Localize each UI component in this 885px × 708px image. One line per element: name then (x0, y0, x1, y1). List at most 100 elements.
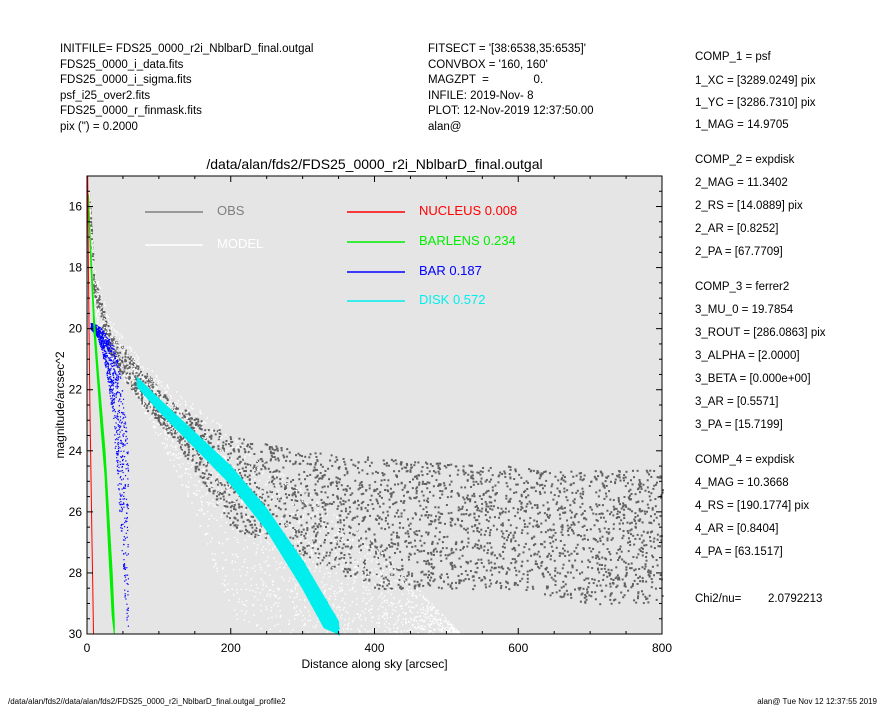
data-point (346, 571, 349, 574)
data-point (459, 549, 462, 552)
data-point (240, 588, 242, 591)
data-point (335, 525, 337, 527)
data-point (262, 495, 265, 497)
data-point (389, 545, 392, 548)
data-point (275, 485, 277, 487)
data-point (236, 538, 238, 541)
data-point (389, 559, 392, 562)
data-point (114, 336, 116, 339)
data-point (405, 545, 408, 548)
header-left-line: FDS25_0000_i_data.fits (60, 58, 184, 71)
data-point (573, 550, 576, 553)
data-point (323, 552, 325, 554)
data-point (630, 510, 633, 513)
data-point (153, 424, 156, 427)
data-point (117, 354, 120, 357)
data-point (225, 500, 228, 503)
data-point (368, 464, 371, 467)
data-point (586, 529, 589, 532)
data-point (556, 501, 559, 504)
data-point (176, 441, 179, 444)
data-point (147, 379, 150, 382)
data-point (631, 583, 634, 586)
data-point (273, 449, 276, 452)
data-point (291, 525, 293, 527)
data-point (646, 479, 649, 482)
data-point (115, 354, 117, 357)
data-point (233, 491, 236, 494)
data-point (98, 298, 101, 301)
data-point (441, 513, 444, 516)
data-point (571, 491, 574, 494)
data-point (268, 589, 271, 591)
data-point (386, 601, 388, 604)
data-point (268, 448, 271, 451)
data-point (427, 607, 429, 610)
data-point (191, 502, 193, 504)
data-point (288, 514, 291, 517)
data-point (284, 485, 287, 488)
data-point (414, 533, 417, 536)
data-point (282, 454, 285, 457)
data-point (135, 378, 138, 381)
data-point (605, 570, 608, 573)
data-point (314, 515, 317, 518)
data-point (637, 591, 640, 594)
data-point (493, 554, 496, 557)
data-point (409, 470, 412, 473)
data-point (636, 597, 639, 600)
data-point (449, 524, 452, 527)
data-point (267, 504, 270, 507)
data-point (416, 589, 419, 591)
data-point (497, 566, 500, 569)
data-point (342, 528, 345, 531)
data-point (98, 290, 100, 292)
data-point (269, 593, 272, 595)
data-point (239, 472, 242, 475)
data-point (397, 544, 400, 547)
data-point (576, 534, 579, 537)
data-point (187, 443, 190, 446)
data-point (175, 407, 178, 410)
comp3-line: 3_AR = [0.5571] (695, 396, 779, 408)
data-point (94, 270, 97, 273)
data-point (437, 484, 440, 487)
data-point (563, 549, 566, 552)
data-point (321, 475, 324, 478)
data-point (180, 413, 182, 416)
data-point (126, 367, 129, 370)
data-point (174, 401, 176, 404)
data-point (153, 411, 156, 413)
data-point (420, 571, 423, 574)
data-point (259, 533, 261, 535)
data-point (249, 454, 251, 457)
data-point (252, 515, 255, 518)
data-point (623, 560, 626, 563)
data-point (142, 366, 144, 368)
data-point (461, 519, 464, 522)
data-point (526, 502, 529, 505)
data-point (364, 530, 367, 533)
data-point (314, 483, 317, 486)
data-point (285, 520, 288, 523)
data-point (116, 332, 119, 334)
data-point (617, 559, 620, 562)
data-point (424, 625, 426, 628)
data-point (326, 514, 328, 516)
data-point (653, 513, 656, 516)
data-point (102, 313, 105, 315)
data-point (411, 624, 414, 627)
data-point (490, 505, 493, 508)
data-point (172, 401, 174, 403)
data-point (556, 571, 559, 574)
data-point (455, 628, 457, 631)
data-point (232, 568, 235, 571)
data-point (167, 396, 170, 399)
data-point (364, 578, 367, 581)
data-point (181, 409, 184, 412)
data-point (449, 629, 451, 632)
data-point (126, 354, 129, 357)
data-point (229, 452, 232, 455)
data-point (462, 513, 465, 516)
data-point (413, 619, 416, 621)
